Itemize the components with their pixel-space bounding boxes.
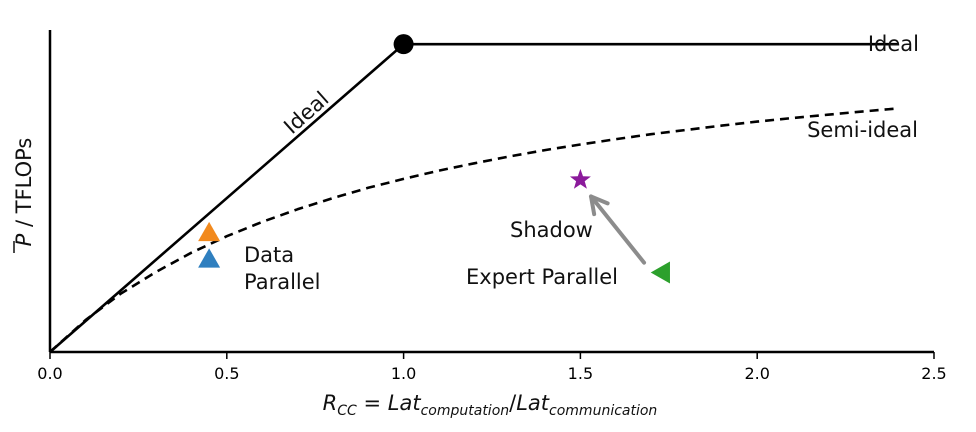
- x-tick-label: 1.5: [568, 364, 593, 383]
- marker-data-parallel-orange: [198, 221, 221, 242]
- axes: 0.0 0.5 1.0 1.5 2.0 2.5: [37, 30, 947, 383]
- x-axis-title-num: Lat: [388, 391, 422, 415]
- x-axis-title-num-sub: computation: [421, 403, 510, 419]
- x-axis-title-den: Lat: [516, 391, 550, 415]
- marker-data-parallel-blue: [198, 248, 221, 268]
- annotation-expert-parallel: Expert Parallel: [466, 265, 618, 289]
- x-ticks: 0.0 0.5 1.0 1.5 2.0 2.5: [37, 352, 947, 383]
- marker-expert-parallel: [650, 261, 670, 284]
- x-axis-title-slash: /: [509, 391, 517, 415]
- x-axis-title-eq: =: [357, 391, 388, 415]
- x-tick-label: 1.0: [391, 364, 416, 383]
- x-tick-label: 2.0: [744, 364, 769, 383]
- annotation-data-parallel-line1: Data: [244, 243, 294, 267]
- marker-ideal-peak: [393, 34, 414, 55]
- series-layer: [49, 42, 899, 353]
- y-axis-title: P / TFLOPs: [12, 138, 36, 247]
- x-axis-title-den-sub: communication: [549, 403, 657, 419]
- x-tick-label: 0.5: [214, 364, 239, 383]
- series-line-ideal: [49, 42, 899, 353]
- y-axis-title-group: P / TFLOPs: [12, 138, 36, 253]
- annotation-shadow: Shadow: [510, 218, 593, 242]
- y-axis-title-p: P: [12, 233, 36, 246]
- x-axis-title: RCC = Latcomputation/Latcommunication: [323, 391, 658, 419]
- annotation-ideal-flat: Ideal: [868, 32, 919, 56]
- x-tick-label: 2.5: [921, 364, 946, 383]
- arrow-layer: [589, 194, 647, 265]
- annotation-data-parallel-line2: Parallel: [244, 270, 321, 294]
- arrow-head: [589, 194, 610, 217]
- marker-layer: [198, 34, 670, 284]
- arrow-shaft: [589, 194, 647, 265]
- y-axis-title-rest: / TFLOPs: [12, 138, 36, 234]
- marker-shadow: [569, 168, 591, 189]
- x-axis-title-sub: CC: [337, 403, 357, 419]
- annotation-semi-ideal: Semi-ideal: [807, 118, 918, 142]
- series-line-semi-ideal: [49, 107, 899, 353]
- x-axis-title-base: R: [323, 391, 338, 415]
- x-tick-label: 0.0: [37, 364, 62, 383]
